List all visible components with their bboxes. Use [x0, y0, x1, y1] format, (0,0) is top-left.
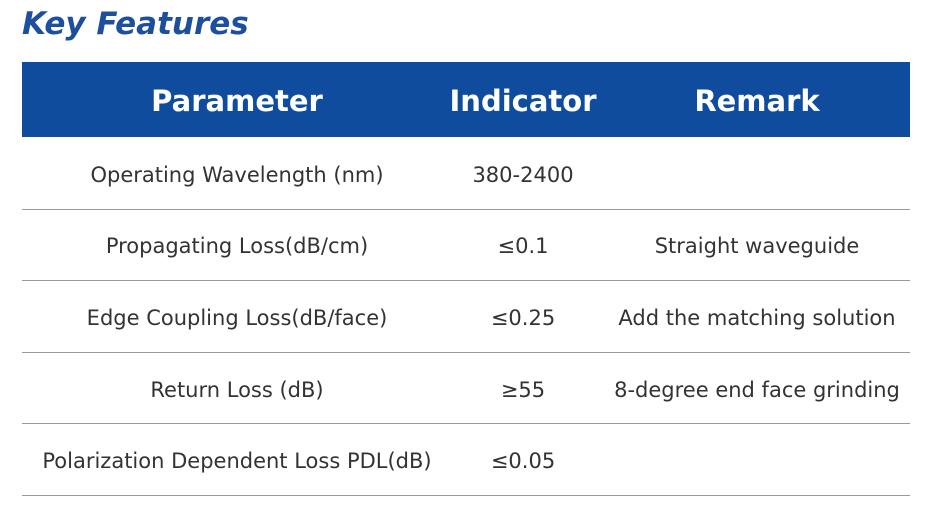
row-separator — [22, 352, 910, 353]
column-header: Indicator — [449, 84, 597, 118]
table-cell: Polarization Dependent Loss PDL(dB) — [42, 449, 432, 474]
table-cell: Return Loss (dB) — [150, 377, 324, 402]
table-header — [22, 62, 910, 137]
row-separator — [22, 209, 910, 210]
table-cell: Edge Coupling Loss(dB/face) — [86, 306, 388, 330]
table-cell: Operating Wavelength (nm) — [90, 162, 384, 187]
table-cell: Straight waveguide — [654, 234, 860, 259]
row-separator — [22, 280, 910, 281]
table-cell: Add the matching solution — [618, 306, 896, 330]
table-cell: 380-2400 — [472, 162, 574, 187]
table-cell: ≤0.05 — [490, 449, 556, 474]
column-header: Parameter — [151, 84, 323, 118]
section-title: Key Features — [22, 6, 249, 42]
table-cell: 8-degree end face grinding — [614, 377, 900, 402]
table-cell: Propagating Loss(dB/cm) — [105, 234, 369, 259]
column-header: Remark — [694, 84, 820, 118]
row-separator — [22, 495, 910, 496]
table-cell: ≤0.25 — [490, 306, 556, 330]
row-separator — [22, 423, 910, 424]
table-cell: ≥55 — [500, 377, 546, 402]
table-cell: ≤0.1 — [497, 234, 549, 259]
